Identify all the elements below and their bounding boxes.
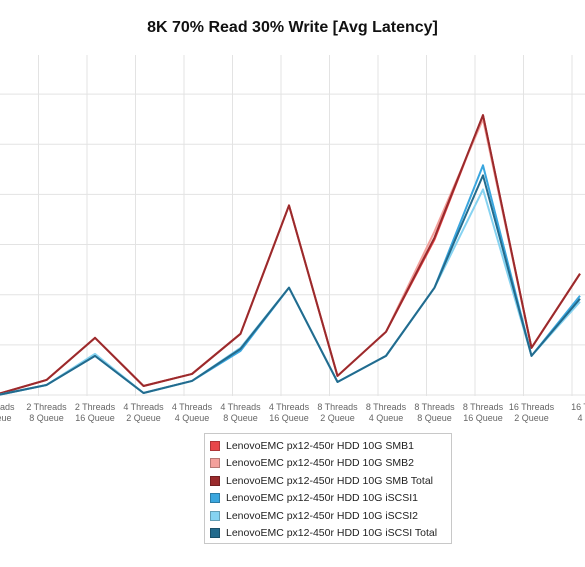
x-tick-label: 8 Threads 16 Queue xyxy=(463,402,504,423)
chart-series xyxy=(0,114,581,396)
x-tick-label: 8 Threads 4 Queue xyxy=(366,402,407,423)
x-tick-label: 4 Threads 4 Queue xyxy=(172,402,213,423)
x-tick-label: 16 T4 xyxy=(571,402,585,423)
legend-label: LenovoEMC px12-450r HDD 10G iSCSI Total xyxy=(226,527,438,540)
legend-item: LenovoEMC px12-450r HDD 10G SMB1 xyxy=(210,437,446,455)
legend-swatch xyxy=(210,458,220,469)
legend-swatch xyxy=(210,493,220,504)
series-line xyxy=(0,174,581,396)
legend-label: LenovoEMC px12-450r HDD 10G iSCSI1 xyxy=(226,492,419,505)
legend-item: LenovoEMC px12-450r HDD 10G iSCSI1 xyxy=(210,490,446,508)
legend-swatch xyxy=(210,440,220,451)
x-tick-label: 4 Threads 8 Queue xyxy=(220,402,261,423)
x-tick-label: 2 Threads 8 Queue xyxy=(26,402,67,423)
x-tick-label: 8 Threads 2 Queue xyxy=(317,402,358,423)
legend-label: LenovoEMC px12-450r HDD 10G iSCSI2 xyxy=(226,509,419,522)
x-tick-label: 4 Threads 2 Queue xyxy=(123,402,164,423)
legend-swatch xyxy=(210,475,220,486)
x-tick-label: ThreadsQueue xyxy=(0,402,15,423)
chart-title: 8K 70% Read 30% Write [Avg Latency] xyxy=(147,19,438,36)
legend-item: LenovoEMC px12-450r HDD 10G SMB Total xyxy=(210,472,446,490)
series-line xyxy=(0,114,581,395)
legend-swatch xyxy=(210,528,220,539)
x-tick-label: 16 Threads 2 Queue xyxy=(509,402,555,423)
legend-label: LenovoEMC px12-450r HDD 10G SMB Total xyxy=(226,474,433,487)
legend-item: LenovoEMC px12-450r HDD 10G iSCSI2 xyxy=(210,507,446,525)
x-tick-label: 8 Threads 8 Queue xyxy=(414,402,455,423)
chart-legend: LenovoEMC px12-450r HDD 10G SMB1 LenovoEM… xyxy=(204,433,452,544)
x-tick-label: 2 Threads 16 Queue xyxy=(75,402,116,423)
legend-swatch xyxy=(210,510,220,521)
legend-label: LenovoEMC px12-450r HDD 10G SMB1 xyxy=(226,439,414,452)
x-tick-label: 4 Threads 16 Queue xyxy=(269,402,310,423)
legend-item: LenovoEMC px12-450r HDD 10G iSCSI Total xyxy=(210,525,446,543)
legend-label: LenovoEMC px12-450r HDD 10G SMB2 xyxy=(226,457,414,470)
legend-item: LenovoEMC px12-450r HDD 10G SMB2 xyxy=(210,455,446,473)
